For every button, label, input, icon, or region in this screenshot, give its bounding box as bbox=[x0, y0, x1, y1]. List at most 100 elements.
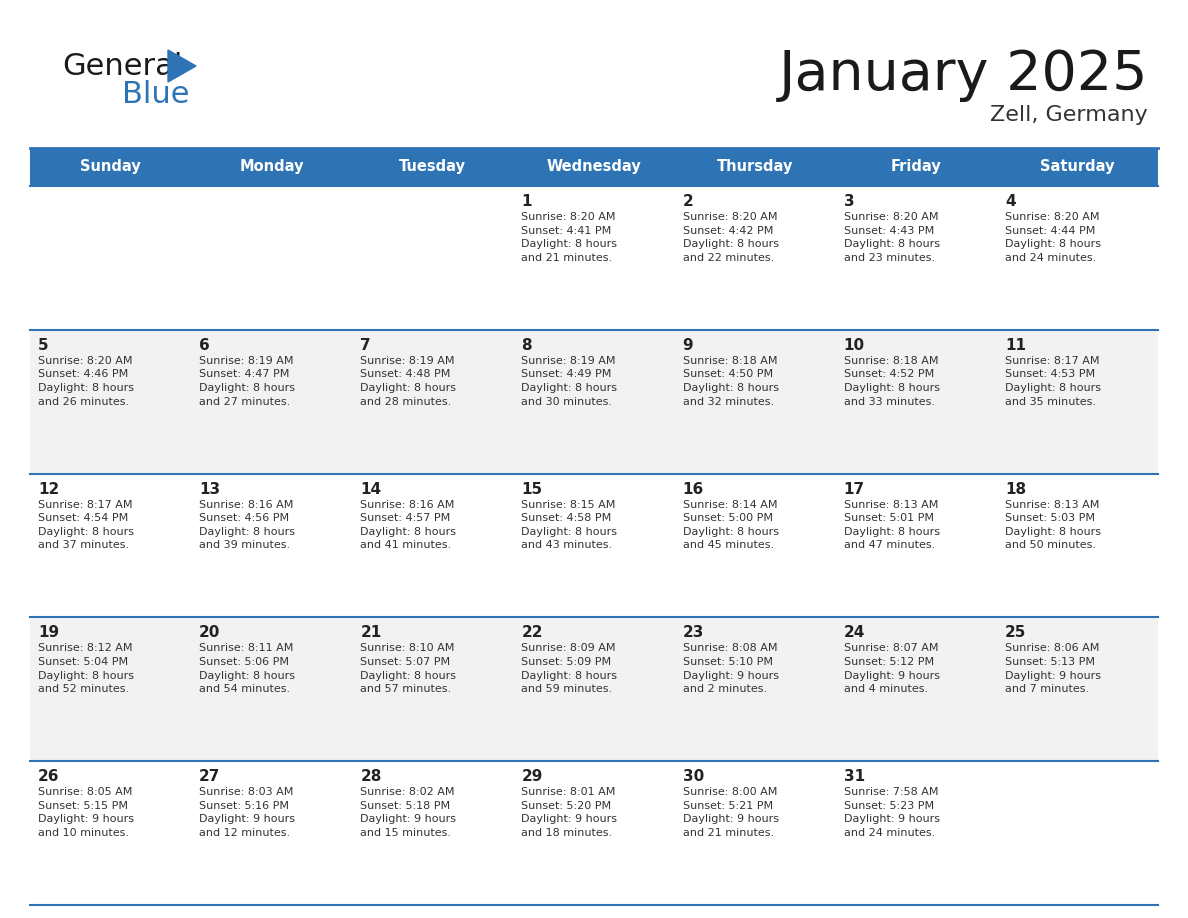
Text: 28: 28 bbox=[360, 769, 381, 784]
Text: Sunrise: 8:16 AM
Sunset: 4:56 PM
Daylight: 8 hours
and 39 minutes.: Sunrise: 8:16 AM Sunset: 4:56 PM Dayligh… bbox=[200, 499, 295, 551]
Bar bbox=[997, 186, 1158, 330]
Text: Sunrise: 8:10 AM
Sunset: 5:07 PM
Daylight: 8 hours
and 57 minutes.: Sunrise: 8:10 AM Sunset: 5:07 PM Dayligh… bbox=[360, 644, 456, 694]
Text: Sunrise: 8:03 AM
Sunset: 5:16 PM
Daylight: 9 hours
and 12 minutes.: Sunrise: 8:03 AM Sunset: 5:16 PM Dayligh… bbox=[200, 788, 295, 838]
Text: 31: 31 bbox=[843, 769, 865, 784]
Bar bbox=[675, 618, 835, 761]
Text: Sunrise: 8:09 AM
Sunset: 5:09 PM
Daylight: 8 hours
and 59 minutes.: Sunrise: 8:09 AM Sunset: 5:09 PM Dayligh… bbox=[522, 644, 618, 694]
Text: Sunrise: 7:58 AM
Sunset: 5:23 PM
Daylight: 9 hours
and 24 minutes.: Sunrise: 7:58 AM Sunset: 5:23 PM Dayligh… bbox=[843, 788, 940, 838]
Text: Sunrise: 8:15 AM
Sunset: 4:58 PM
Daylight: 8 hours
and 43 minutes.: Sunrise: 8:15 AM Sunset: 4:58 PM Dayligh… bbox=[522, 499, 618, 551]
Text: Sunrise: 8:05 AM
Sunset: 5:15 PM
Daylight: 9 hours
and 10 minutes.: Sunrise: 8:05 AM Sunset: 5:15 PM Dayligh… bbox=[38, 788, 134, 838]
Text: Sunrise: 8:01 AM
Sunset: 5:20 PM
Daylight: 9 hours
and 18 minutes.: Sunrise: 8:01 AM Sunset: 5:20 PM Dayligh… bbox=[522, 788, 618, 838]
Bar bbox=[675, 761, 835, 905]
Text: Sunrise: 8:13 AM
Sunset: 5:03 PM
Daylight: 8 hours
and 50 minutes.: Sunrise: 8:13 AM Sunset: 5:03 PM Dayligh… bbox=[1005, 499, 1101, 551]
Text: Sunrise: 8:02 AM
Sunset: 5:18 PM
Daylight: 9 hours
and 15 minutes.: Sunrise: 8:02 AM Sunset: 5:18 PM Dayligh… bbox=[360, 788, 456, 838]
Bar bbox=[513, 186, 675, 330]
Text: 23: 23 bbox=[683, 625, 704, 641]
Text: Sunrise: 8:13 AM
Sunset: 5:01 PM
Daylight: 8 hours
and 47 minutes.: Sunrise: 8:13 AM Sunset: 5:01 PM Dayligh… bbox=[843, 499, 940, 551]
Text: Sunrise: 8:07 AM
Sunset: 5:12 PM
Daylight: 9 hours
and 4 minutes.: Sunrise: 8:07 AM Sunset: 5:12 PM Dayligh… bbox=[843, 644, 940, 694]
Text: Sunrise: 8:18 AM
Sunset: 4:52 PM
Daylight: 8 hours
and 33 minutes.: Sunrise: 8:18 AM Sunset: 4:52 PM Dayligh… bbox=[843, 356, 940, 407]
Text: Sunrise: 8:06 AM
Sunset: 5:13 PM
Daylight: 9 hours
and 7 minutes.: Sunrise: 8:06 AM Sunset: 5:13 PM Dayligh… bbox=[1005, 644, 1101, 694]
Bar bbox=[30, 186, 191, 330]
Text: Sunrise: 8:19 AM
Sunset: 4:47 PM
Daylight: 8 hours
and 27 minutes.: Sunrise: 8:19 AM Sunset: 4:47 PM Dayligh… bbox=[200, 356, 295, 407]
Text: 8: 8 bbox=[522, 338, 532, 353]
Bar bbox=[835, 186, 997, 330]
Text: Sunrise: 8:08 AM
Sunset: 5:10 PM
Daylight: 9 hours
and 2 minutes.: Sunrise: 8:08 AM Sunset: 5:10 PM Dayligh… bbox=[683, 644, 778, 694]
Bar bbox=[997, 761, 1158, 905]
Text: 3: 3 bbox=[843, 194, 854, 209]
Text: 19: 19 bbox=[38, 625, 59, 641]
Text: 12: 12 bbox=[38, 482, 59, 497]
Text: Wednesday: Wednesday bbox=[546, 160, 642, 174]
Text: 24: 24 bbox=[843, 625, 865, 641]
Text: 4: 4 bbox=[1005, 194, 1016, 209]
Bar bbox=[191, 618, 353, 761]
Text: Saturday: Saturday bbox=[1041, 160, 1114, 174]
Text: Sunrise: 8:19 AM
Sunset: 4:49 PM
Daylight: 8 hours
and 30 minutes.: Sunrise: 8:19 AM Sunset: 4:49 PM Dayligh… bbox=[522, 356, 618, 407]
Text: 1: 1 bbox=[522, 194, 532, 209]
Bar bbox=[835, 761, 997, 905]
Polygon shape bbox=[168, 50, 196, 82]
Text: 10: 10 bbox=[843, 338, 865, 353]
Bar bbox=[30, 761, 191, 905]
Bar bbox=[353, 330, 513, 474]
Text: 13: 13 bbox=[200, 482, 220, 497]
Bar bbox=[513, 618, 675, 761]
Bar bbox=[353, 474, 513, 618]
Text: Sunrise: 8:00 AM
Sunset: 5:21 PM
Daylight: 9 hours
and 21 minutes.: Sunrise: 8:00 AM Sunset: 5:21 PM Dayligh… bbox=[683, 788, 778, 838]
Text: Sunday: Sunday bbox=[81, 160, 141, 174]
Text: Sunrise: 8:14 AM
Sunset: 5:00 PM
Daylight: 8 hours
and 45 minutes.: Sunrise: 8:14 AM Sunset: 5:00 PM Dayligh… bbox=[683, 499, 778, 551]
Bar bbox=[513, 761, 675, 905]
Text: 17: 17 bbox=[843, 482, 865, 497]
Bar bbox=[835, 474, 997, 618]
Text: Sunrise: 8:16 AM
Sunset: 4:57 PM
Daylight: 8 hours
and 41 minutes.: Sunrise: 8:16 AM Sunset: 4:57 PM Dayligh… bbox=[360, 499, 456, 551]
Bar bbox=[353, 761, 513, 905]
Text: Blue: Blue bbox=[122, 80, 190, 109]
Bar bbox=[997, 474, 1158, 618]
Text: 26: 26 bbox=[38, 769, 59, 784]
Bar bbox=[30, 474, 191, 618]
Text: Sunrise: 8:12 AM
Sunset: 5:04 PM
Daylight: 8 hours
and 52 minutes.: Sunrise: 8:12 AM Sunset: 5:04 PM Dayligh… bbox=[38, 644, 134, 694]
Bar bbox=[30, 330, 191, 474]
Bar bbox=[30, 148, 191, 186]
Text: Monday: Monday bbox=[240, 160, 304, 174]
Text: Sunrise: 8:17 AM
Sunset: 4:54 PM
Daylight: 8 hours
and 37 minutes.: Sunrise: 8:17 AM Sunset: 4:54 PM Dayligh… bbox=[38, 499, 134, 551]
Bar bbox=[675, 148, 835, 186]
Bar bbox=[675, 330, 835, 474]
Text: Sunrise: 8:20 AM
Sunset: 4:46 PM
Daylight: 8 hours
and 26 minutes.: Sunrise: 8:20 AM Sunset: 4:46 PM Dayligh… bbox=[38, 356, 134, 407]
Text: Thursday: Thursday bbox=[716, 160, 794, 174]
Text: Sunrise: 8:20 AM
Sunset: 4:41 PM
Daylight: 8 hours
and 21 minutes.: Sunrise: 8:20 AM Sunset: 4:41 PM Dayligh… bbox=[522, 212, 618, 263]
Bar bbox=[835, 148, 997, 186]
Bar bbox=[191, 330, 353, 474]
Text: Friday: Friday bbox=[891, 160, 942, 174]
Bar bbox=[997, 148, 1158, 186]
Text: 25: 25 bbox=[1005, 625, 1026, 641]
Bar bbox=[513, 148, 675, 186]
Bar bbox=[191, 761, 353, 905]
Bar bbox=[353, 186, 513, 330]
Text: January 2025: January 2025 bbox=[778, 48, 1148, 102]
Bar bbox=[835, 618, 997, 761]
Bar bbox=[353, 618, 513, 761]
Text: Sunrise: 8:18 AM
Sunset: 4:50 PM
Daylight: 8 hours
and 32 minutes.: Sunrise: 8:18 AM Sunset: 4:50 PM Dayligh… bbox=[683, 356, 778, 407]
Text: 14: 14 bbox=[360, 482, 381, 497]
Bar bbox=[997, 618, 1158, 761]
Text: 27: 27 bbox=[200, 769, 221, 784]
Bar bbox=[353, 148, 513, 186]
Text: Sunrise: 8:20 AM
Sunset: 4:44 PM
Daylight: 8 hours
and 24 minutes.: Sunrise: 8:20 AM Sunset: 4:44 PM Dayligh… bbox=[1005, 212, 1101, 263]
Text: 9: 9 bbox=[683, 338, 693, 353]
Bar bbox=[513, 330, 675, 474]
Text: Tuesday: Tuesday bbox=[399, 160, 467, 174]
Text: Zell, Germany: Zell, Germany bbox=[991, 105, 1148, 125]
Bar bbox=[191, 186, 353, 330]
Text: Sunrise: 8:19 AM
Sunset: 4:48 PM
Daylight: 8 hours
and 28 minutes.: Sunrise: 8:19 AM Sunset: 4:48 PM Dayligh… bbox=[360, 356, 456, 407]
Bar bbox=[191, 474, 353, 618]
Text: 11: 11 bbox=[1005, 338, 1026, 353]
Text: Sunrise: 8:20 AM
Sunset: 4:43 PM
Daylight: 8 hours
and 23 minutes.: Sunrise: 8:20 AM Sunset: 4:43 PM Dayligh… bbox=[843, 212, 940, 263]
Text: Sunrise: 8:20 AM
Sunset: 4:42 PM
Daylight: 8 hours
and 22 minutes.: Sunrise: 8:20 AM Sunset: 4:42 PM Dayligh… bbox=[683, 212, 778, 263]
Text: General: General bbox=[62, 52, 183, 81]
Text: 2: 2 bbox=[683, 194, 694, 209]
Text: Sunrise: 8:17 AM
Sunset: 4:53 PM
Daylight: 8 hours
and 35 minutes.: Sunrise: 8:17 AM Sunset: 4:53 PM Dayligh… bbox=[1005, 356, 1101, 407]
Text: 22: 22 bbox=[522, 625, 543, 641]
Bar bbox=[675, 474, 835, 618]
Text: 15: 15 bbox=[522, 482, 543, 497]
